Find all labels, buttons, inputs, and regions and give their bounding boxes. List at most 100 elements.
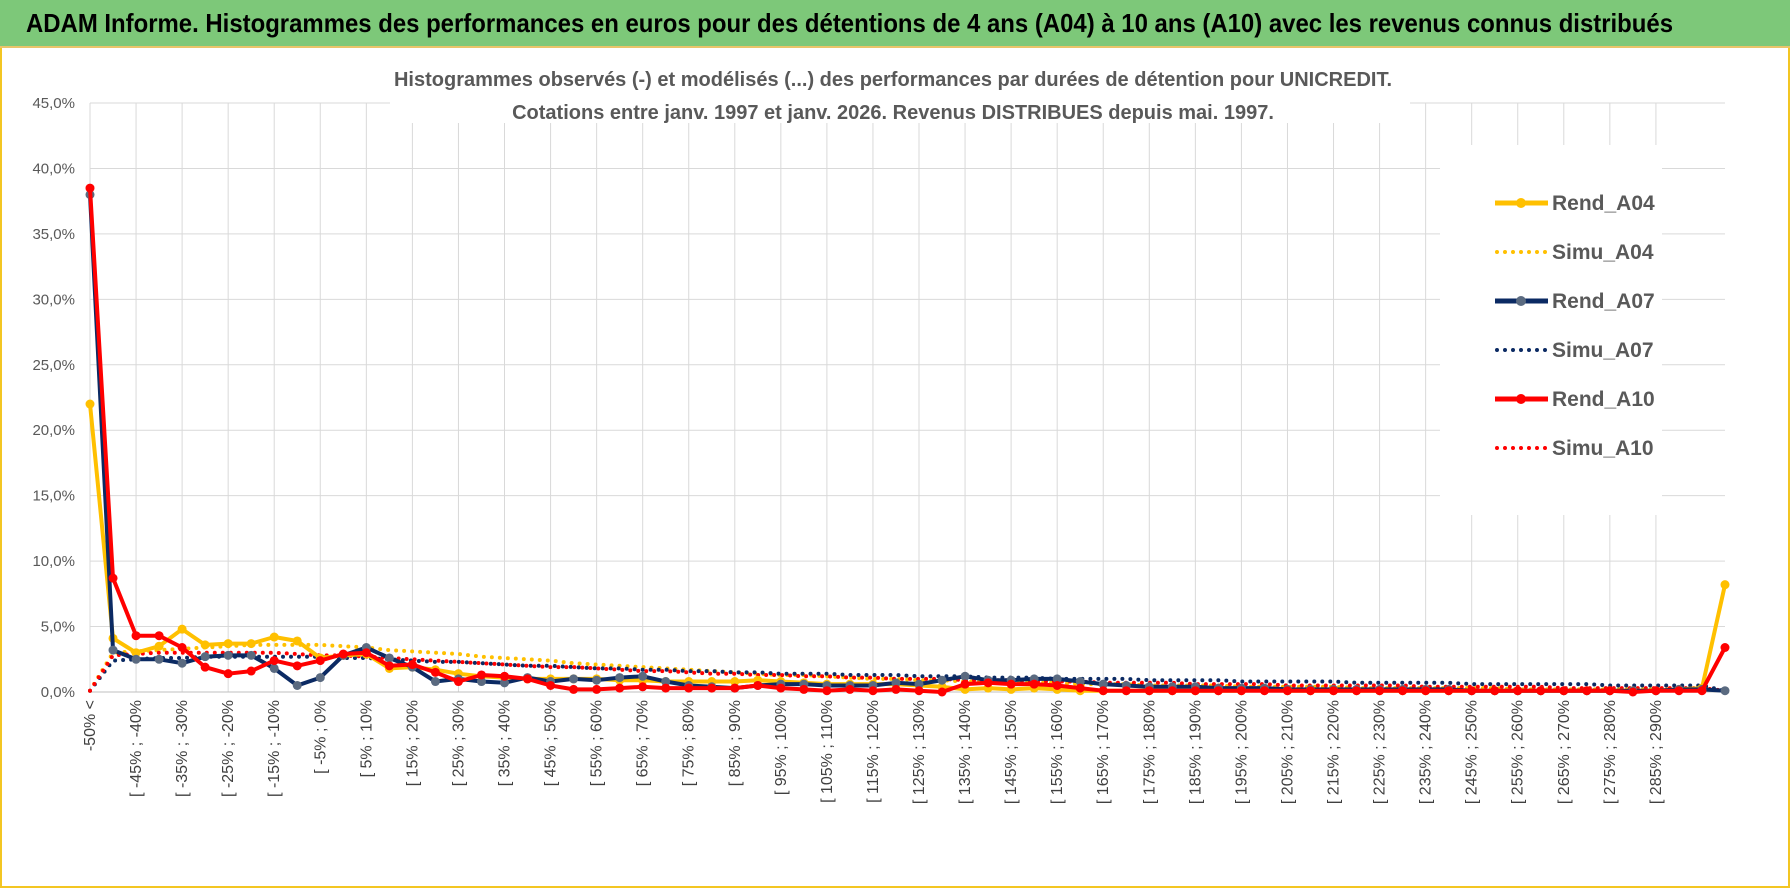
y-tick-label: 45,0% (32, 95, 75, 112)
chart-title-line-1: Histogrammes observés (-) et modélisés (… (394, 69, 1392, 91)
x-tick-label: [ 285% ; 290% (1648, 700, 1665, 804)
x-tick-label: [ 5% ; 10% (358, 700, 375, 777)
data-point (85, 183, 95, 193)
data-point (937, 687, 947, 697)
data-point (177, 624, 187, 634)
data-point (430, 667, 440, 677)
data-point (1375, 686, 1385, 696)
y-tick-label: 30,0% (32, 291, 75, 308)
data-point (246, 666, 256, 676)
x-tick-label: [ 255% ; 260% (1510, 700, 1527, 804)
y-tick-label: 15,0% (32, 488, 75, 505)
data-point (1098, 686, 1108, 696)
x-tick-label: [ -45% ; -40% (128, 700, 145, 797)
data-point (1582, 686, 1592, 696)
legend-item-simu_a07: Simu_A07 (1495, 339, 1654, 362)
data-point (730, 677, 740, 687)
x-tick-label: [ 205% ; 210% (1279, 700, 1296, 804)
x-tick-label: [ 45% ; 50% (543, 700, 560, 786)
x-tick-label: -50% < (82, 700, 99, 751)
data-point (1536, 686, 1546, 696)
chart-title-line-2: Cotations entre janv. 1997 et janv. 2026… (512, 102, 1274, 124)
data-point (407, 660, 417, 670)
legend-item-simu_a10: Simu_A10 (1495, 437, 1654, 460)
data-point (799, 684, 809, 694)
x-tick-label: [ 145% ; 150% (1003, 700, 1020, 804)
series-line-simu_a10 (88, 650, 1727, 693)
y-tick-label: 35,0% (32, 226, 75, 243)
x-tick-label: [ 245% ; 250% (1464, 700, 1481, 804)
legend-item-simu_a04: Simu_A04 (1495, 241, 1654, 264)
series-rend_a10 (85, 183, 1730, 697)
data-point (500, 678, 510, 688)
x-tick-label: [ 95% ; 100% (773, 700, 790, 795)
data-point (223, 650, 233, 660)
x-tick-label: [ 165% ; 170% (1095, 700, 1112, 804)
data-point (592, 684, 602, 694)
data-point (1052, 674, 1062, 684)
x-tick-label: [ 135% ; 140% (957, 700, 974, 804)
x-tick-label: [ 175% ; 180% (1141, 700, 1158, 804)
data-point (661, 683, 671, 693)
x-tick-label: [ 195% ; 200% (1233, 700, 1250, 804)
y-tick-label: 0,0% (41, 684, 75, 701)
data-point (131, 631, 141, 641)
data-point (200, 662, 210, 672)
data-point (108, 573, 118, 583)
data-point (1651, 686, 1661, 696)
data-point (315, 673, 325, 683)
data-point (983, 678, 993, 688)
data-point (638, 671, 648, 681)
legend-marker (1516, 198, 1526, 208)
data-point (523, 674, 533, 684)
data-point (569, 674, 579, 684)
data-point (476, 670, 486, 680)
x-tick-label: [ 125% ; 130% (911, 700, 928, 804)
data-point (1720, 686, 1730, 696)
data-point (1213, 686, 1223, 696)
data-point (269, 656, 279, 666)
legend-label: Rend_A10 (1552, 388, 1655, 411)
data-point (661, 677, 671, 687)
data-point (546, 680, 556, 690)
data-point (1098, 679, 1108, 689)
x-tick-label: [ 75% ; 80% (681, 700, 698, 786)
data-point (845, 684, 855, 694)
y-axis-ticks: 0,0% 5,0% 10,0% 15,0% 20,0% 25,0% 30,0% 35,0% 40… (32, 95, 75, 701)
data-point (1075, 683, 1085, 693)
data-point (1029, 679, 1039, 689)
data-point (1628, 687, 1638, 697)
data-point (1490, 686, 1500, 696)
legend-label: Simu_A07 (1552, 339, 1654, 362)
data-point (1674, 686, 1684, 696)
data-point (1282, 686, 1292, 696)
data-point (1559, 686, 1569, 696)
data-point (1720, 580, 1730, 590)
legend-label: Simu_A10 (1552, 437, 1654, 460)
x-tick-label: [ -35% ; -30% (174, 700, 191, 797)
chart-series (85, 183, 1730, 697)
data-point (131, 648, 141, 658)
data-point (569, 684, 579, 694)
data-point (246, 639, 256, 649)
x-tick-label: [ 265% ; 270% (1556, 700, 1573, 804)
y-tick-label: 40,0% (32, 160, 75, 177)
data-point (1398, 686, 1408, 696)
y-tick-label: 25,0% (32, 357, 75, 374)
data-point (1305, 686, 1315, 696)
data-point (914, 686, 924, 696)
x-tick-label: [ 35% ; 40% (497, 700, 514, 786)
data-point (1352, 686, 1362, 696)
data-point (1444, 686, 1454, 696)
data-point (430, 677, 440, 687)
report-title: ADAM Informe. Histogrammes des performan… (26, 8, 1674, 38)
data-point (615, 683, 625, 693)
data-point (891, 678, 901, 688)
legend-item-rend_a10: Rend_A10 (1495, 388, 1655, 411)
data-point (246, 650, 256, 660)
data-point (822, 686, 832, 696)
data-point (684, 683, 694, 693)
x-axis-ticks: -50% < [ -45% ; -40% [ -35% ; -30% [ -25% ;… (82, 700, 1665, 804)
data-point (1467, 686, 1477, 696)
data-point (1190, 686, 1200, 696)
